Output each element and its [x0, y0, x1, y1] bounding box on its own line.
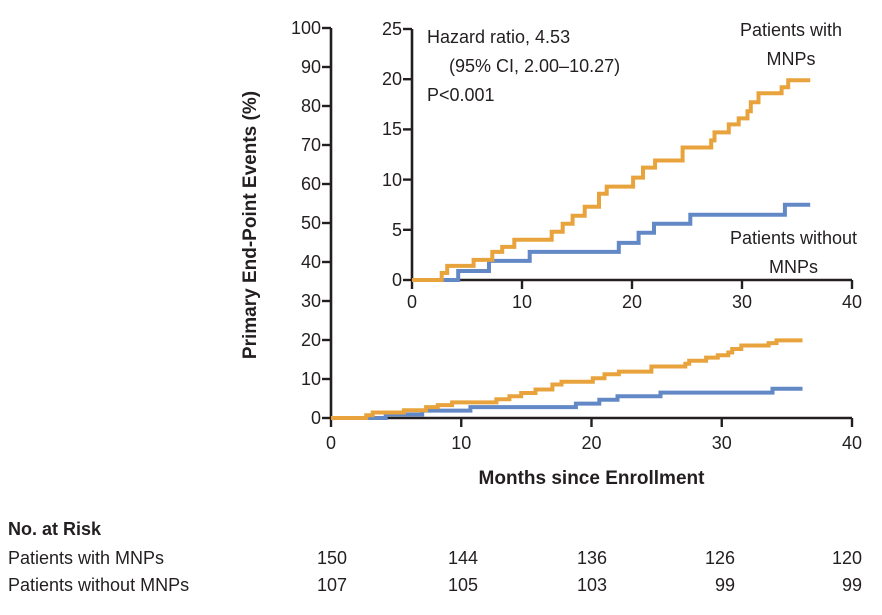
legend-with-mnps-line2: MNPs	[766, 49, 816, 69]
main-curve-with-mnps	[331, 338, 803, 420]
inset-y-tick-label: 10	[381, 169, 402, 190]
inset-y-tick-label: 20	[381, 69, 402, 90]
inset-y-tick-label: 5	[391, 219, 402, 240]
risk-row-without-mnps-label: Patients without MNPs	[8, 575, 190, 595]
legend-without-mnps: Patients without MNPs	[706, 224, 881, 282]
inset-y-tick-label: 15	[381, 119, 402, 140]
risk-value: 120	[831, 548, 862, 568]
main-curve-without-mnps	[331, 386, 803, 420]
y-axis-title: Primary End-Point Events (%)	[240, 90, 261, 360]
risk-value: 150	[316, 548, 347, 568]
legend-with-mnps-line1: Patients with	[739, 20, 843, 40]
main-y-tick-label: 10	[300, 369, 321, 389]
annotation-line-2: (95% CI, 2.00–10.27)	[449, 56, 621, 76]
inset-x-tick-label: 30	[731, 292, 753, 312]
risk-value: 99	[841, 575, 862, 595]
main-y-tick-label: 90	[300, 57, 321, 77]
inset-y-tick-label: 0	[391, 270, 402, 290]
main-x-tick-label: 0	[325, 433, 336, 453]
risk-value: 107	[316, 575, 347, 595]
main-y-tick-label: 30	[300, 291, 321, 311]
inset-x-tick-label: 10	[511, 292, 533, 312]
legend-without-mnps-line1: Patients without	[729, 228, 858, 248]
risk-row-with-mnps-label: Patients with MNPs	[8, 548, 165, 568]
main-x-tick-label: 10	[451, 433, 472, 453]
inset-curve-without-mnps	[412, 202, 811, 282]
inset-y-tick-label: 25	[381, 19, 402, 39]
main-y-tick-label: 60	[300, 174, 321, 194]
main-y-tick-label: 0	[310, 408, 321, 428]
main-x-tick-label: 20	[581, 433, 602, 453]
main-y-tick-label: 80	[300, 96, 321, 116]
risk-value: 99	[714, 575, 735, 595]
main-y-tick-label: 40	[300, 252, 321, 272]
inset-x-tick-label: 40	[841, 292, 863, 312]
legend-without-mnps-line2: MNPs	[769, 257, 818, 277]
risk-value: 105	[447, 575, 478, 595]
annotation-line-3: P<0.001	[427, 85, 495, 105]
main-x-tick-label: 30	[711, 433, 732, 453]
main-chart	[322, 26, 854, 427]
main-y-tick-label: 70	[300, 135, 321, 155]
main-y-tick-label: 100	[290, 18, 321, 38]
risk-table-title: No. at Risk	[8, 519, 102, 539]
risk-value: 103	[576, 575, 607, 595]
inset-chart	[403, 27, 854, 289]
risk-value: 144	[447, 548, 478, 568]
risk-value: 126	[704, 548, 735, 568]
main-x-tick-label: 40	[841, 433, 863, 453]
risk-value: 136	[576, 548, 607, 568]
x-axis-title: Months since Enrollment	[478, 468, 705, 489]
inset-curve-with-mnps	[412, 78, 811, 282]
main-y-tick-label: 20	[300, 330, 321, 350]
main-y-tick-label: 50	[300, 213, 321, 233]
inset-x-tick-label: 0	[406, 292, 417, 312]
main-axis-spine	[329, 28, 852, 420]
inset-x-tick-label: 20	[621, 292, 643, 312]
legend-with-mnps: Patients with MNPs	[706, 16, 876, 74]
annotation-line-1: Hazard ratio, 4.53	[427, 27, 571, 47]
